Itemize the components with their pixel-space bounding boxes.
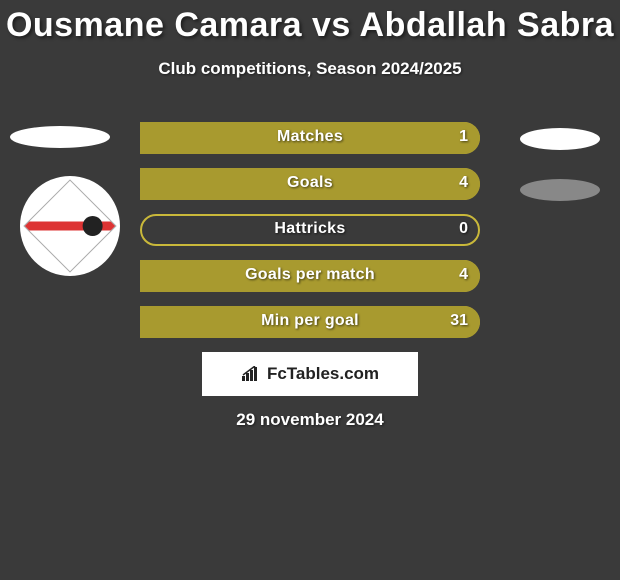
stat-label: Matches xyxy=(140,128,480,146)
stat-label: Goals per match xyxy=(140,266,480,284)
stat-label: Min per goal xyxy=(140,312,480,330)
stat-row: Min per goal 31 xyxy=(0,306,620,352)
stat-row: Matches 1 xyxy=(0,122,620,168)
stat-value-right: 1 xyxy=(459,128,468,146)
subtitle: Club competitions, Season 2024/2025 xyxy=(0,59,620,79)
stats-area: Matches 1 Goals 4 Hattricks 0 Goals per … xyxy=(0,122,620,352)
stat-row: Goals per match 4 xyxy=(0,260,620,306)
stat-bar: Goals per match xyxy=(140,260,480,292)
stat-row: Goals 4 xyxy=(0,168,620,214)
page-title: Ousmane Camara vs Abdallah Sabra xyxy=(0,0,620,45)
stat-value-right: 0 xyxy=(459,220,468,238)
date-text: 29 november 2024 xyxy=(0,410,620,430)
stat-value-right: 4 xyxy=(459,174,468,192)
stat-label: Hattricks xyxy=(140,220,480,238)
stat-row: Hattricks 0 xyxy=(0,214,620,260)
stat-bar: Goals xyxy=(140,168,480,200)
stat-label: Goals xyxy=(140,174,480,192)
stat-bar: Hattricks xyxy=(140,214,480,246)
chart-icon xyxy=(241,366,261,382)
stat-value-right: 31 xyxy=(450,312,468,330)
stat-value-right: 4 xyxy=(459,266,468,284)
brand-box[interactable]: FcTables.com xyxy=(202,352,418,396)
stat-bar: Min per goal xyxy=(140,306,480,338)
stat-bar: Matches xyxy=(140,122,480,154)
brand-text: FcTables.com xyxy=(267,364,379,384)
